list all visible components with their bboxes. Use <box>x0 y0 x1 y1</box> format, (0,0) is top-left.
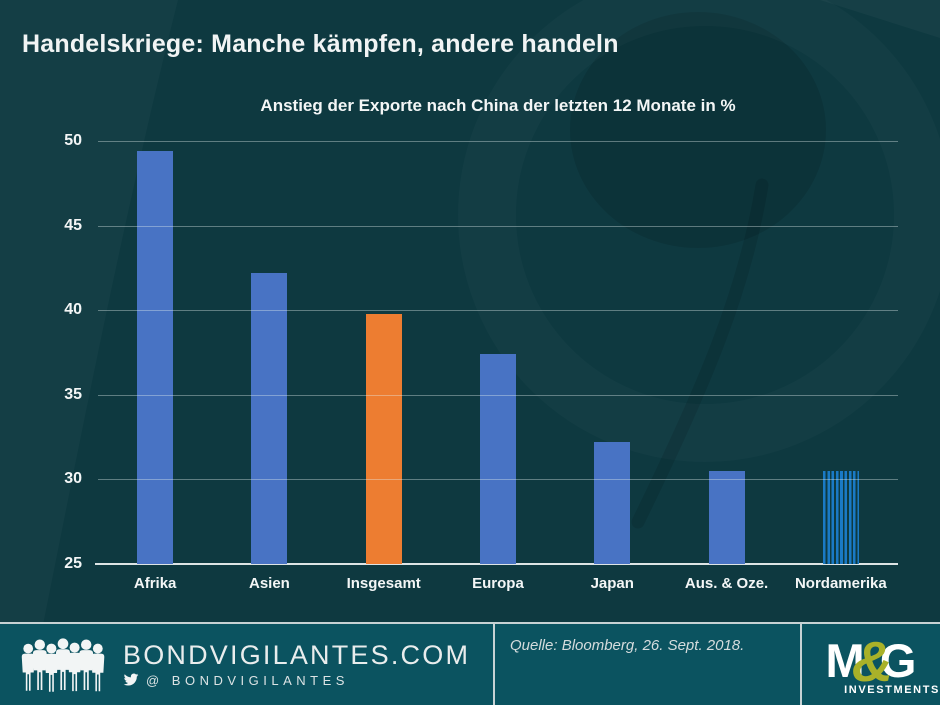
bar-slot: Asien <box>212 141 326 592</box>
bar-slot: Afrika <box>98 141 212 592</box>
site-name: BONDVIGILANTES.COM <box>123 640 471 671</box>
chart-title: Anstieg der Exporte nach China der letzt… <box>260 96 736 115</box>
gridline-30 <box>98 479 898 481</box>
bar-nordamerika <box>822 470 859 564</box>
x-axis-category-label: Insgesamt <box>346 575 421 592</box>
y-axis-tick-label: 35 <box>64 385 82 403</box>
footer-logo-section: M & G INVESTMENTS <box>802 624 940 705</box>
mg-logo-g: G <box>879 633 917 687</box>
bar-slot: Nordamerika <box>784 141 898 592</box>
y-axis-tick-label: 25 <box>64 555 82 572</box>
bar-asien <box>251 272 288 564</box>
y-axis-tick-label: 45 <box>64 216 82 234</box>
bar-slot: Europa <box>441 141 555 592</box>
source-text: Quelle: Bloomberg, 26. Sept. 2018. <box>510 637 745 654</box>
bar-slot: Aus. & Oze. <box>669 141 783 592</box>
mg-logo: M & G <box>825 633 917 689</box>
bar-chart-plot-area: Afrika Asien Insgesamt Europa Japan Aus. & Oz… <box>64 132 898 592</box>
bar-afrika <box>137 151 174 564</box>
y-axis-tick-label: 40 <box>64 301 82 319</box>
bar-slot: Japan <box>555 141 669 592</box>
x-axis-category-label: Afrika <box>133 575 177 592</box>
people-crowd-icon <box>21 637 105 692</box>
twitter-bird-icon <box>123 673 139 686</box>
x-axis-category-label: Japan <box>590 575 634 592</box>
gridline-50 <box>98 141 898 142</box>
x-axis-category-label: Nordamerika <box>794 575 887 592</box>
brand-text-block: BONDVIGILANTES.COM @ BONDVIGILANTES <box>123 640 471 688</box>
bars-container: Afrika Asien Insgesamt Europa Japan Aus. & Oz… <box>98 141 898 592</box>
footer-bar: BONDVIGILANTES.COM @ BONDVIGILANTES Quel… <box>0 622 940 705</box>
footer-source-section: Quelle: Bloomberg, 26. Sept. 2018. <box>495 624 802 705</box>
bar-slot: Insgesamt <box>327 141 441 592</box>
bar-europa <box>479 354 516 564</box>
x-axis-line <box>95 563 898 565</box>
x-axis-category-label: Aus. & Oze. <box>684 575 769 592</box>
page-title: Handelskriege: Manche kämpfen, andere ha… <box>22 30 619 58</box>
x-axis-category-label: Europa <box>472 575 524 592</box>
y-axis-tick-label: 50 <box>64 132 82 149</box>
mg-logo-m: M <box>825 633 865 687</box>
gridline-40 <box>98 310 898 312</box>
y-axis-tick-label: 30 <box>64 470 82 488</box>
gridline-35 <box>98 394 898 396</box>
mg-logo-investments: INVESTMENTS <box>844 684 940 697</box>
bar-insgesamt <box>365 313 402 564</box>
twitter-row: @ BONDVIGILANTES <box>123 673 470 688</box>
bar-japan <box>594 442 631 564</box>
gridline-45 <box>98 225 898 227</box>
x-axis-category-label: Asien <box>248 575 290 592</box>
bar-aus-oze <box>708 470 745 564</box>
mg-logo-ampersand: & <box>851 629 893 694</box>
footer-brand-section: BONDVIGILANTES.COM @ BONDVIGILANTES <box>0 624 495 705</box>
twitter-handle: @ BONDVIGILANTES <box>146 672 349 688</box>
